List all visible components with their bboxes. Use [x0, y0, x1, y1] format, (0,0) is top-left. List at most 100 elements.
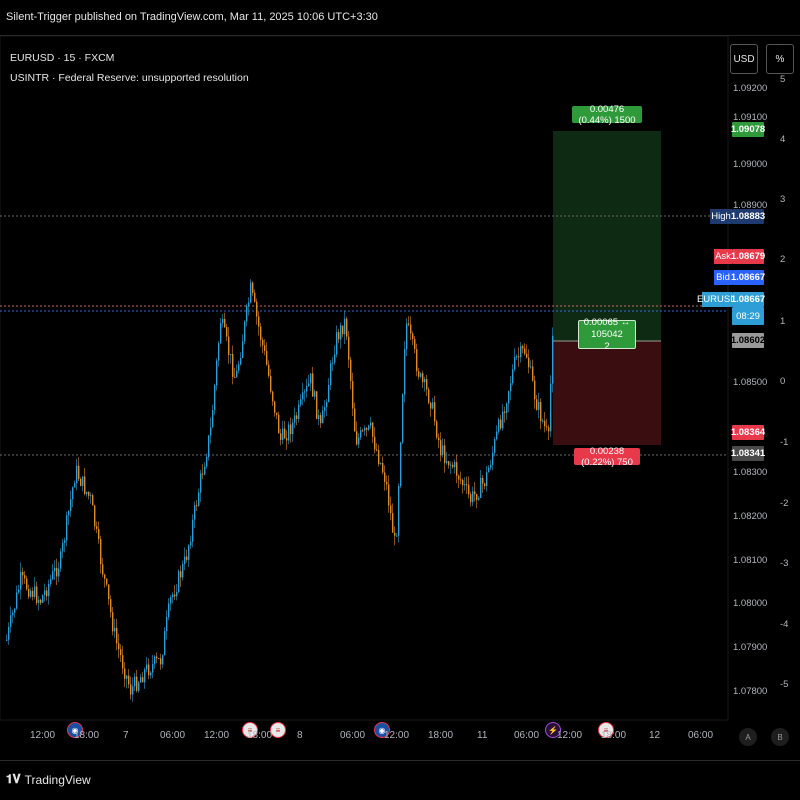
- candle-body: [274, 401, 276, 413]
- candle-body: [428, 389, 430, 403]
- price-tick: 1.08500: [733, 377, 768, 388]
- candle-body: [38, 599, 40, 603]
- candle-body: [122, 655, 124, 669]
- tradingview-logo[interactable]: 𝟏𝐕 TradingView: [6, 772, 91, 787]
- candle-body: [98, 528, 100, 540]
- candle-body: [272, 391, 274, 402]
- candle-body: [434, 402, 436, 422]
- candle-body: [86, 491, 88, 494]
- take-profit-price: 1.09078: [730, 122, 766, 137]
- candle-body: [462, 480, 464, 486]
- candle-body: [484, 483, 486, 486]
- candle-body: [70, 499, 72, 511]
- publish-info: Silent-Trigger published on TradingView.…: [6, 11, 378, 23]
- candle-body: [150, 672, 152, 676]
- candle-body: [548, 427, 550, 432]
- candle-body: [500, 419, 502, 429]
- candle-body: [136, 676, 138, 691]
- candle-body: [390, 505, 392, 514]
- candle-body: [114, 627, 116, 632]
- target-label[interactable]: 0.00476 (0.44%) 1500: [572, 104, 642, 126]
- candle-body: [286, 438, 288, 441]
- candle-body: [308, 383, 310, 386]
- candle-body: [166, 617, 168, 632]
- candle-body: [44, 590, 46, 596]
- candle-body: [388, 484, 390, 506]
- candle-body: [490, 464, 492, 468]
- log-scale-button[interactable]: B: [771, 728, 789, 746]
- time-tick: 18:00: [247, 730, 273, 741]
- us-flag-icon[interactable]: ≡: [598, 722, 614, 738]
- price-chart[interactable]: [0, 36, 800, 760]
- candle-body: [326, 402, 328, 408]
- percent-button[interactable]: %: [766, 44, 794, 74]
- candle-body: [226, 327, 228, 337]
- candle-body: [12, 612, 14, 616]
- candle-body: [384, 472, 386, 482]
- candle-body: [304, 391, 306, 393]
- candle-body: [396, 535, 398, 537]
- entry-label[interactable]: 0.00065 ↔ 105042 2: [578, 317, 636, 352]
- candle-body: [92, 495, 94, 506]
- candle-body: [372, 422, 374, 437]
- candle-body: [176, 592, 178, 597]
- time-tick: 8: [297, 730, 303, 741]
- currency-button[interactable]: USD: [730, 44, 758, 74]
- candle-body: [512, 369, 514, 384]
- candle-body: [20, 571, 22, 590]
- candle-body: [6, 639, 8, 641]
- candle-body: [314, 391, 316, 397]
- candle-body: [526, 353, 528, 358]
- candle-body: [298, 404, 300, 419]
- candle-body: [36, 586, 38, 603]
- event-marker-icon[interactable]: ◉: [67, 722, 83, 738]
- brand-name: TradingView: [24, 772, 91, 787]
- candle-body: [382, 463, 384, 473]
- time-tick: 12:00: [204, 730, 230, 741]
- candle-body: [334, 354, 336, 363]
- profit-zone: [553, 131, 661, 341]
- candle-body: [188, 545, 190, 560]
- candle-body: [356, 431, 358, 445]
- candle-body: [400, 442, 402, 487]
- us-flag-icon[interactable]: ≡: [242, 722, 258, 738]
- candle-body: [312, 373, 314, 397]
- candle-body: [472, 491, 474, 503]
- candle-body: [96, 526, 98, 529]
- candle-body: [124, 668, 126, 679]
- candle-body: [306, 385, 308, 392]
- candle-body: [456, 462, 458, 476]
- candle-body: [398, 486, 400, 536]
- lightning-icon[interactable]: ⚡: [545, 722, 561, 738]
- candle-body: [128, 675, 130, 685]
- us-flag-icon[interactable]: ≡: [270, 722, 286, 738]
- candle-body: [464, 484, 466, 486]
- candle-body: [374, 436, 376, 450]
- candle-body: [300, 399, 302, 405]
- candle-body: [250, 282, 252, 303]
- event-marker-icon[interactable]: ◉: [374, 722, 390, 738]
- auto-scale-button[interactable]: A: [739, 728, 757, 746]
- candle-body: [394, 532, 396, 536]
- candle-body: [52, 571, 54, 580]
- candle-body: [268, 364, 270, 376]
- low-price: 1.08341: [730, 446, 766, 461]
- candle-body: [458, 475, 460, 480]
- candle-body: [80, 478, 82, 486]
- candle-body: [270, 375, 272, 392]
- candle-body: [406, 323, 408, 350]
- candle-body: [524, 348, 526, 354]
- candle-body: [348, 336, 350, 360]
- candle-body: [206, 456, 208, 467]
- time-tick: 18:00: [601, 730, 627, 741]
- chart-frame[interactable]: EURUSD · 15 · FXCM USINTR · Federal Rese…: [0, 36, 800, 760]
- candle-body: [108, 584, 110, 600]
- candle-body: [210, 427, 212, 436]
- time-tick: 12:00: [384, 730, 410, 741]
- stop-label[interactable]: 0.00238 (0.22%) 750: [574, 446, 640, 468]
- candle-body: [442, 445, 444, 455]
- candle-body: [290, 424, 292, 434]
- candle-body: [172, 594, 174, 598]
- candle-body: [282, 428, 284, 440]
- candle-body: [440, 440, 442, 455]
